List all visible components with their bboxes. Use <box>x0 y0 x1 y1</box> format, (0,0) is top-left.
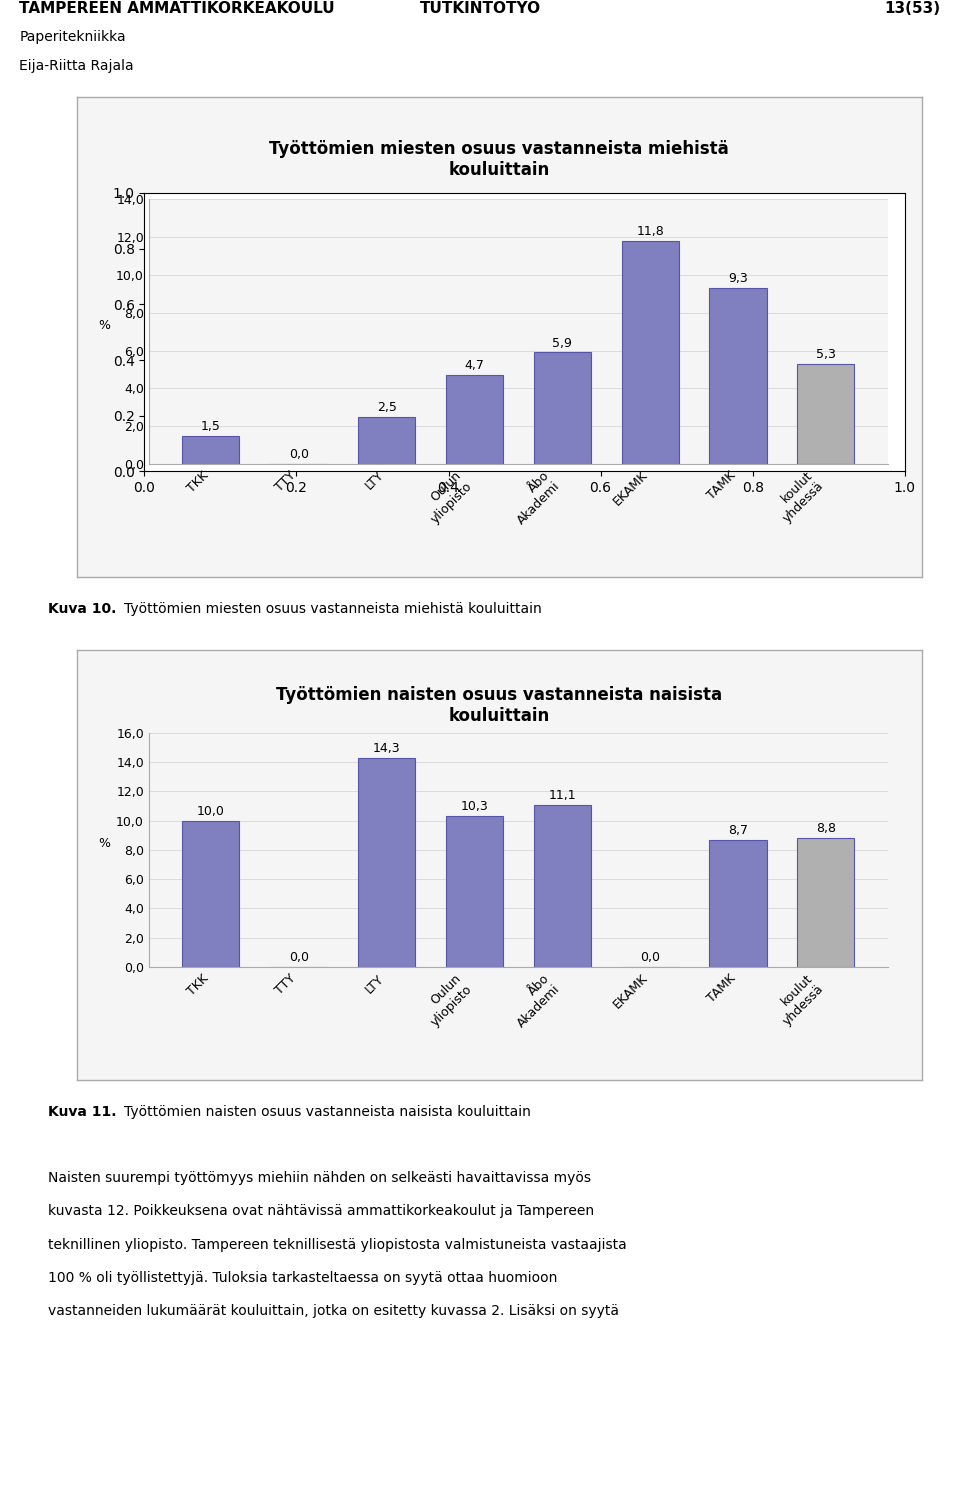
Bar <box>182 820 239 967</box>
Text: 0,0: 0,0 <box>289 950 309 964</box>
Text: teknillinen yliopisto. Tampereen teknillisestä yliopistosta valmistuneista vasta: teknillinen yliopisto. Tampereen teknill… <box>48 1238 627 1251</box>
Text: Kuva 11.: Kuva 11. <box>48 1105 116 1120</box>
Text: TAMPEREEN AMMATTIKORKEAKOULU: TAMPEREEN AMMATTIKORKEAKOULU <box>19 2 335 17</box>
Text: 11,1: 11,1 <box>548 789 576 802</box>
Text: 4,7: 4,7 <box>465 360 485 372</box>
Text: 10,0: 10,0 <box>197 805 225 817</box>
Y-axis label: %: % <box>99 319 110 332</box>
Bar <box>182 435 239 464</box>
Text: 10,3: 10,3 <box>461 801 489 813</box>
Text: 5,9: 5,9 <box>552 337 572 349</box>
Bar <box>358 417 415 464</box>
Text: Eija-Riitta Rajala: Eija-Riitta Rajala <box>19 59 133 74</box>
Text: 8,8: 8,8 <box>816 822 836 836</box>
Bar <box>358 757 415 967</box>
Bar <box>534 352 590 464</box>
Bar <box>709 289 766 464</box>
Text: Työttömien naisten osuus vastanneista naisista
kouluittain: Työttömien naisten osuus vastanneista na… <box>276 686 722 725</box>
Text: Naisten suurempi työttömyys miehiin nähden on selkeästi havaittavissa myös: Naisten suurempi työttömyys miehiin nähd… <box>48 1171 591 1185</box>
Text: Työttömien miesten osuus vastanneista miehistä kouluittain: Työttömien miesten osuus vastanneista mi… <box>124 601 541 616</box>
Bar <box>534 804 590 967</box>
Bar <box>446 816 503 967</box>
Bar <box>798 364 854 464</box>
Text: 11,8: 11,8 <box>636 225 664 239</box>
Text: 100 % oli työllistettyjä. Tuloksia tarkasteltaessa on syytä ottaa huomioon: 100 % oli työllistettyjä. Tuloksia tarka… <box>48 1271 558 1284</box>
Text: 2,5: 2,5 <box>376 400 396 414</box>
Bar <box>622 242 679 464</box>
Bar <box>446 375 503 464</box>
Text: Työttömien miesten osuus vastanneista miehistä
kouluittain: Työttömien miesten osuus vastanneista mi… <box>270 141 729 178</box>
Bar <box>709 840 766 967</box>
Text: 0,0: 0,0 <box>640 950 660 964</box>
Text: 1,5: 1,5 <box>201 420 221 432</box>
Bar <box>798 839 854 967</box>
Y-axis label: %: % <box>99 837 110 849</box>
Text: 14,3: 14,3 <box>372 742 400 756</box>
Text: Työttömien naisten osuus vastanneista naisista kouluittain: Työttömien naisten osuus vastanneista na… <box>124 1105 531 1120</box>
Text: 8,7: 8,7 <box>728 823 748 837</box>
Text: TUTKINTOTYÖ: TUTKINTOTYÖ <box>420 2 540 17</box>
Text: 13(53): 13(53) <box>885 2 941 17</box>
Text: 0,0: 0,0 <box>289 449 309 461</box>
Text: kuvasta 12. Poikkeuksena ovat nähtävissä ammattikorkeakoulut ja Tampereen: kuvasta 12. Poikkeuksena ovat nähtävissä… <box>48 1204 594 1218</box>
Text: 5,3: 5,3 <box>816 348 836 361</box>
Text: 9,3: 9,3 <box>728 272 748 286</box>
Text: Paperitekniikka: Paperitekniikka <box>19 30 126 44</box>
Text: Kuva 10.: Kuva 10. <box>48 601 116 616</box>
Text: vastanneiden lukumäärät kouluittain, jotka on esitetty kuvassa 2. Lisäksi on syy: vastanneiden lukumäärät kouluittain, jot… <box>48 1304 619 1318</box>
